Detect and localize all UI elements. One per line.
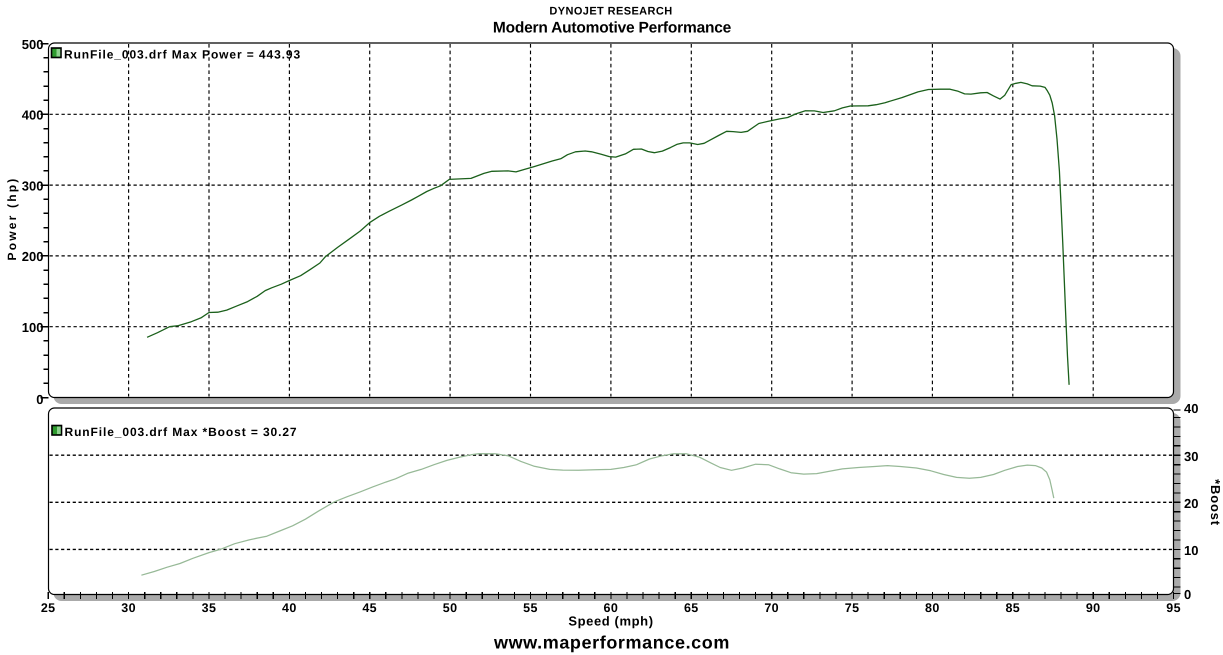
svg-text:45: 45 (362, 601, 377, 615)
svg-text:55: 55 (523, 601, 538, 615)
svg-text:Modern Automotive Performance: Modern Automotive Performance (493, 20, 732, 37)
svg-text:40: 40 (282, 601, 297, 615)
svg-text:0: 0 (36, 392, 43, 407)
svg-text:70: 70 (764, 601, 779, 615)
svg-text:95: 95 (1166, 601, 1181, 615)
svg-text:300: 300 (22, 178, 44, 193)
svg-text:85: 85 (1005, 601, 1020, 615)
svg-text:10: 10 (1184, 543, 1198, 558)
svg-text:80: 80 (925, 601, 940, 615)
svg-text:RunFile_003.drf Max Power = 44: RunFile_003.drf Max Power = 443.93 (64, 48, 301, 62)
svg-text:400: 400 (22, 108, 44, 123)
svg-text:Speed (mph): Speed (mph) (568, 614, 653, 629)
svg-text:RunFile_003.drf Max *Boost = 3: RunFile_003.drf Max *Boost = 30.27 (65, 425, 298, 439)
svg-text:30: 30 (1184, 449, 1198, 464)
svg-text:500: 500 (22, 37, 44, 52)
svg-text:40: 40 (1184, 401, 1198, 416)
svg-text:90: 90 (1086, 601, 1101, 615)
svg-text:Power (hp): Power (hp) (5, 177, 19, 261)
svg-text:35: 35 (202, 601, 217, 615)
svg-text:20: 20 (1184, 496, 1198, 511)
svg-text:30: 30 (121, 601, 136, 615)
svg-text:DYNOJET RESEARCH: DYNOJET RESEARCH (549, 6, 672, 18)
svg-text:www.maperformance.com: www.maperformance.com (493, 633, 730, 653)
svg-text:25: 25 (41, 601, 56, 615)
svg-text:65: 65 (684, 601, 699, 615)
svg-text:*Boost: *Boost (1208, 479, 1223, 526)
svg-text:50: 50 (443, 601, 458, 615)
svg-text:75: 75 (845, 601, 860, 615)
svg-text:100: 100 (22, 320, 44, 335)
svg-text:200: 200 (22, 249, 44, 264)
svg-text:60: 60 (604, 601, 619, 615)
svg-text:0: 0 (1184, 587, 1191, 602)
